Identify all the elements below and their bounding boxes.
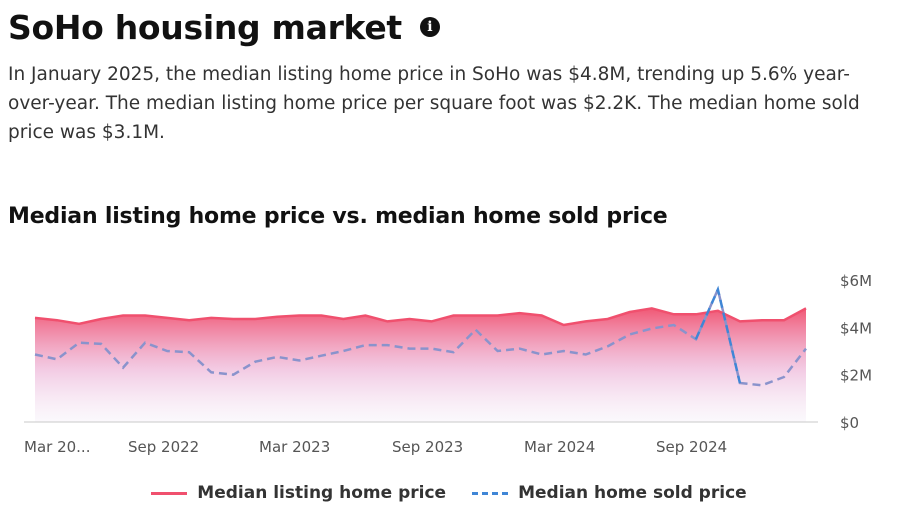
page-title: SoHo housing market xyxy=(8,7,402,47)
price-chart: $0 $2M $4M $6M Mar 20... Sep 2022 Mar 2023 Sep… xyxy=(24,272,872,456)
series-line-sold-highlight xyxy=(694,285,742,384)
market-summary: In January 2025, the median listing home… xyxy=(8,64,860,143)
x-tick-label: Mar 2023 xyxy=(259,438,330,456)
y-tick-label: $6M xyxy=(840,272,872,290)
legend-item-listing[interactable]: Median listing home price xyxy=(151,483,446,503)
legend-label-listing: Median listing home price xyxy=(197,483,447,503)
series-line-median-listing-home-price xyxy=(34,307,807,327)
legend-item-sold[interactable]: Median home sold price xyxy=(472,483,747,503)
series-line-median-home-sold-price xyxy=(34,285,807,387)
x-tick-label: Mar 2024 xyxy=(524,438,595,456)
legend-swatch-listing xyxy=(151,491,188,495)
x-tick-label: Mar 20... xyxy=(24,438,90,456)
y-tick-label: $2M xyxy=(840,367,872,385)
y-tick-label: $0 xyxy=(840,414,859,432)
x-tick-label: Sep 2024 xyxy=(656,438,727,456)
listing-area xyxy=(35,308,806,422)
info-icon[interactable]: i xyxy=(419,17,440,37)
title-row: SoHo housing market i xyxy=(8,4,440,50)
chart-title: Median listing home price vs. median hom… xyxy=(8,204,668,229)
legend-swatch-sold xyxy=(472,491,509,495)
x-tick-label: Sep 2022 xyxy=(128,438,199,456)
x-tick-label: Sep 2023 xyxy=(392,438,463,456)
y-tick-label: $4M xyxy=(840,319,872,337)
chart-legend: Median listing home price Median home so… xyxy=(0,483,898,503)
legend-label-sold: Median home sold price xyxy=(518,483,747,503)
